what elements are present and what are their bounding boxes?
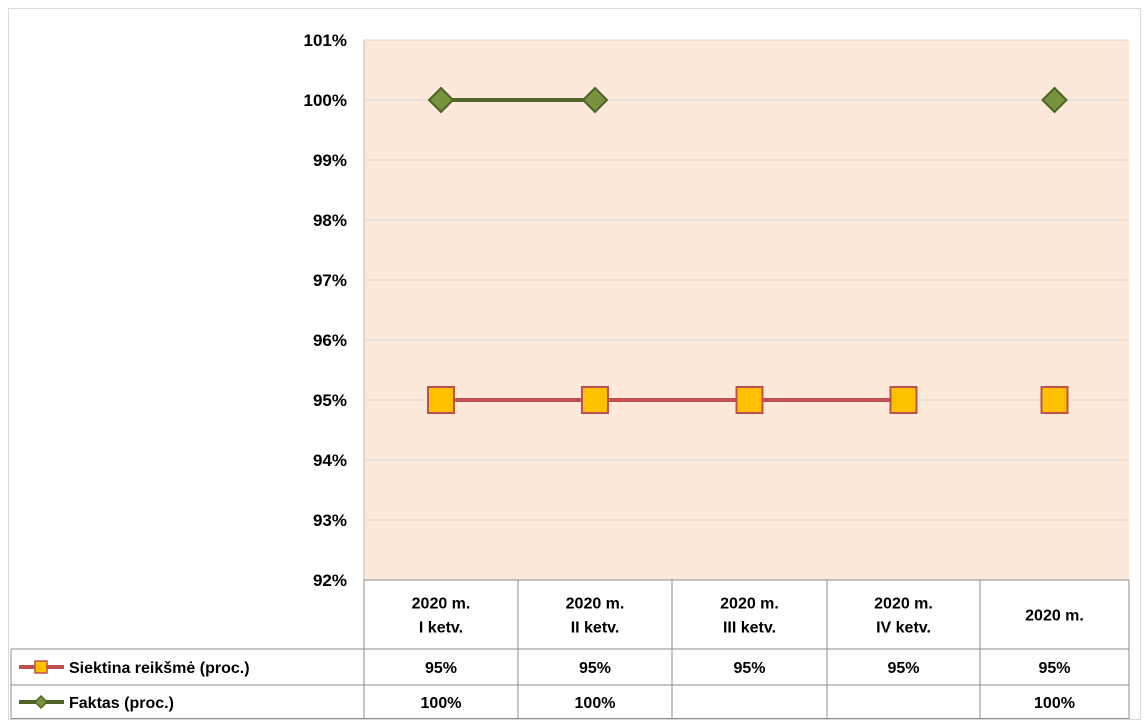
y-axis: 101% 100% 99% 98% 97% 96% 95% 94% 93% 92% xyxy=(304,31,365,590)
line-chart-with-data-table: 101% 100% 99% 98% 97% 96% 95% 94% 93% 92% 2020 m.… xyxy=(10,31,1130,719)
data-table-value: 95% xyxy=(1038,660,1070,677)
data-table-value: 100% xyxy=(1034,695,1075,712)
data-point xyxy=(735,386,764,414)
category-label: 2020 m. xyxy=(874,596,933,613)
category-label: 2020 m. xyxy=(566,596,625,613)
data-point xyxy=(581,86,609,114)
data-point xyxy=(427,86,455,114)
y-tick-label: 92% xyxy=(313,571,347,590)
data-table-value: 100% xyxy=(575,695,616,712)
y-tick-label: 100% xyxy=(304,91,347,110)
data-point xyxy=(889,386,918,414)
category-label: II ketv. xyxy=(571,620,620,637)
data-point xyxy=(427,386,455,414)
category-label: 2020 m. xyxy=(720,596,779,613)
category-label: IV ketv. xyxy=(876,620,931,637)
chart-frame: 101% 100% 99% 98% 97% 96% 95% 94% 93% 92% 2020 m.… xyxy=(8,8,1141,720)
y-tick-label: 101% xyxy=(304,31,347,50)
y-tick-label: 93% xyxy=(313,511,347,530)
plot-area xyxy=(364,40,1129,580)
legend-label: Faktas (proc.) xyxy=(69,695,174,712)
category-label: I ketv. xyxy=(419,620,463,637)
series-group xyxy=(427,86,1069,414)
category-label: 2020 m. xyxy=(412,596,471,613)
legend-marker xyxy=(34,660,48,674)
data-point xyxy=(1040,386,1069,414)
y-tick-label: 95% xyxy=(313,391,347,410)
data-table-value: 95% xyxy=(887,660,919,677)
legend-label: Siektina reikšmė (proc.) xyxy=(69,660,250,677)
legend-marker xyxy=(33,694,49,710)
y-tick-label: 97% xyxy=(313,271,347,290)
data-table-value: 95% xyxy=(579,660,611,677)
data-table-value: 95% xyxy=(733,660,765,677)
category-label: III ketv. xyxy=(723,620,776,637)
data-point xyxy=(1041,86,1068,114)
y-tick-label: 98% xyxy=(313,211,347,230)
y-tick-label: 96% xyxy=(313,331,347,350)
data-point xyxy=(581,386,609,414)
data-table-value: 95% xyxy=(425,660,457,677)
y-tick-label: 99% xyxy=(313,151,347,170)
category-label: 2020 m. xyxy=(1025,608,1084,625)
data-table-value: 100% xyxy=(421,695,462,712)
y-tick-label: 94% xyxy=(313,451,347,470)
data-table: 2020 m. I ketv. 2020 m. II ketv. 2020 m. III … xyxy=(10,579,1130,719)
